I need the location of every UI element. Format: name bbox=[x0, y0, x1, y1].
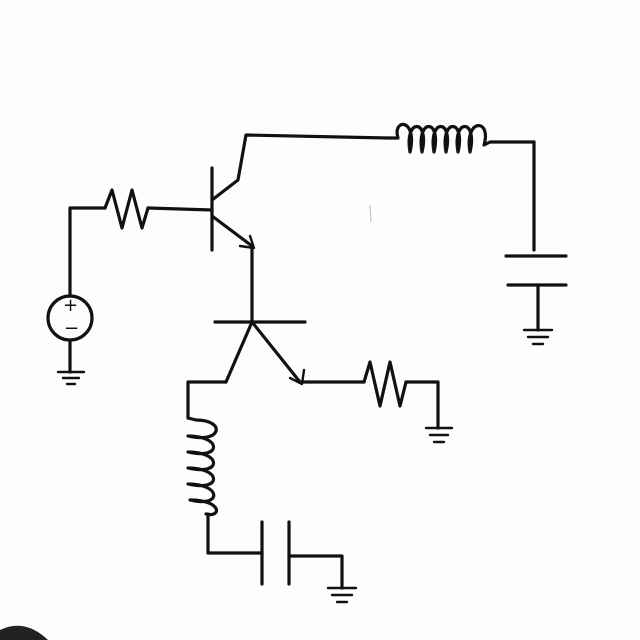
capacitor-icon-right bbox=[504, 254, 568, 287]
inductor-icon-top bbox=[386, 122, 536, 154]
ground-icon-source bbox=[56, 370, 86, 386]
source-plus-label: + bbox=[63, 295, 78, 316]
wire-q2-to-l2 bbox=[186, 380, 228, 420]
capacitor-icon-bottom bbox=[260, 520, 291, 586]
wire-r1-to-q1-base bbox=[146, 206, 214, 212]
wire-r2-to-ground bbox=[404, 380, 440, 430]
wire-c2-to-ground bbox=[287, 554, 344, 590]
resistor-icon-right bbox=[362, 360, 408, 408]
q1-emitter-arrow bbox=[238, 234, 256, 250]
bjt-transistor-icon-q2 bbox=[213, 320, 307, 386]
resistor-icon-base bbox=[103, 188, 150, 230]
source-minus-label: − bbox=[64, 318, 79, 339]
q2-emitter-arrow bbox=[288, 368, 306, 386]
q2-right-lead bbox=[250, 320, 302, 384]
bjt-transistor-icon-q1 bbox=[210, 133, 390, 252]
inductor-icon-bottom bbox=[186, 416, 219, 517]
ground-icon-r2 bbox=[424, 426, 454, 444]
page-corner-shadow bbox=[0, 625, 48, 640]
q2-left-lead bbox=[224, 320, 254, 384]
q1-emitter-lead bbox=[210, 214, 254, 248]
q1-collector-lead bbox=[210, 133, 390, 202]
ground-icon-bottom bbox=[326, 586, 358, 604]
voltage-source-icon: + − bbox=[46, 294, 94, 342]
ground-icon-right bbox=[522, 328, 554, 346]
wire-l2-to-c2 bbox=[206, 512, 264, 555]
paper-mark bbox=[369, 204, 372, 223]
wire-source-to-r1 bbox=[68, 206, 107, 298]
